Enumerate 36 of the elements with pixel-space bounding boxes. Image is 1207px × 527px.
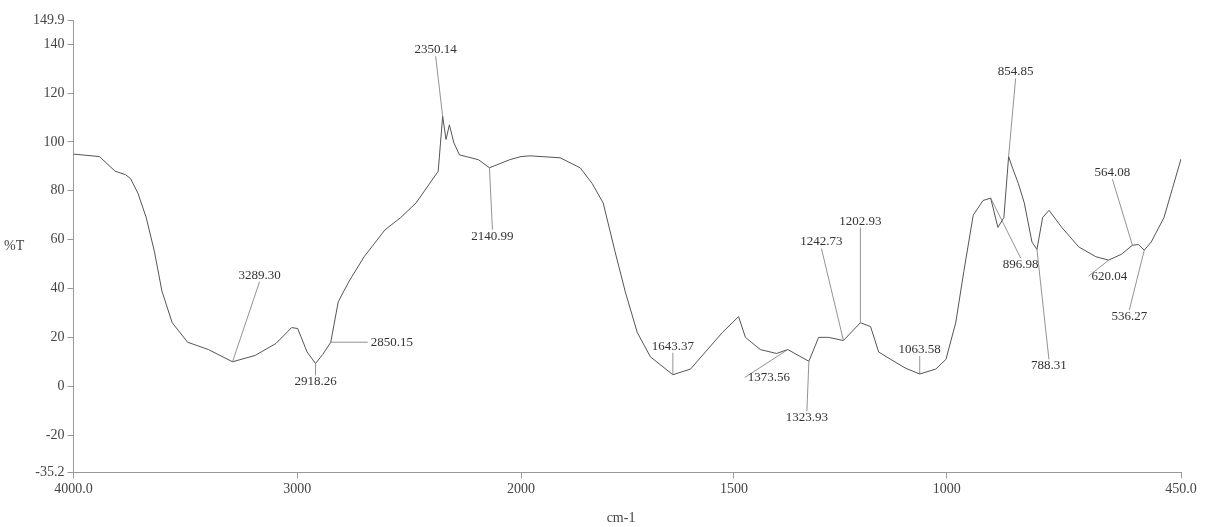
annotation: 620.04 <box>1091 267 1128 283</box>
x-tick-label: 2000 <box>507 481 535 497</box>
annotation: 1242.73 <box>800 233 843 249</box>
annotation: 854.85 <box>997 63 1034 79</box>
annotation: 1202.93 <box>839 212 882 228</box>
annotation: 2140.99 <box>471 227 514 243</box>
annotation: 2850.15 <box>370 333 414 349</box>
annotation: 3289.30 <box>238 266 281 282</box>
y-tick-label: 40 <box>50 280 65 296</box>
annotation: 1643.37 <box>651 337 695 353</box>
y-tick-label: 20 <box>50 329 65 345</box>
annotation: 2918.26 <box>294 373 338 389</box>
x-tick-label: 3000 <box>283 481 312 497</box>
y-tick-label: 149.9 <box>33 11 65 27</box>
annotation: 536.27 <box>1111 308 1148 324</box>
y-tick-label: -20 <box>45 426 65 442</box>
y-tick-label: -35.2 <box>35 463 65 479</box>
annotation: 564.08 <box>1094 164 1131 180</box>
y-tick-label: 80 <box>50 182 65 198</box>
annotation: 2350.14 <box>414 41 458 57</box>
annotation: 896.98 <box>1002 256 1039 272</box>
annotation: 1063.58 <box>898 340 941 356</box>
y-tick-label: 60 <box>50 231 65 247</box>
x-axis-title: cm-1 <box>606 509 636 525</box>
x-tick-label: 1500 <box>719 481 748 497</box>
annotation: 1373.56 <box>747 368 791 384</box>
x-tick-label: 4000.0 <box>54 481 93 497</box>
y-tick-label: 100 <box>43 133 65 149</box>
annotation: 788.31 <box>1031 357 1067 373</box>
y-tick-label: 140 <box>43 35 65 51</box>
y-axis-title: %T <box>4 237 25 253</box>
y-tick-label: 120 <box>43 84 65 100</box>
annotation: 1323.93 <box>785 409 828 425</box>
x-tick-label: 450.0 <box>1165 481 1197 497</box>
x-tick-label: 1000 <box>932 481 961 497</box>
y-tick-label: 0 <box>57 377 65 393</box>
